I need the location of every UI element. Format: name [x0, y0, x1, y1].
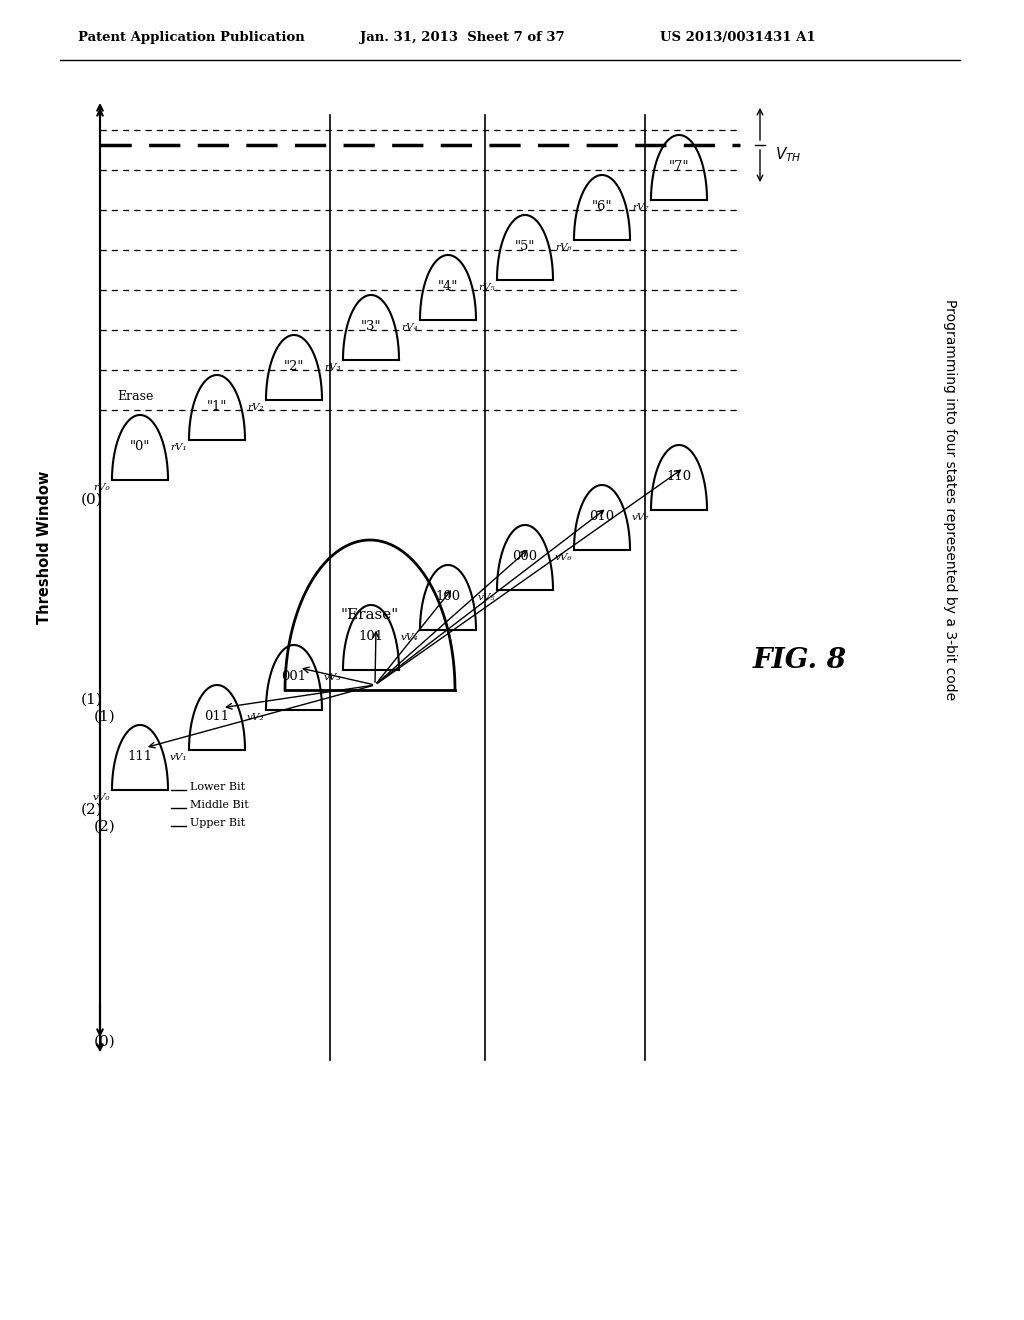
Text: rV₂: rV₂ [248, 403, 264, 412]
Text: "0": "0" [130, 440, 151, 453]
Text: vV₆: vV₆ [555, 553, 572, 562]
Text: 001: 001 [282, 669, 306, 682]
Text: "6": "6" [592, 199, 612, 213]
Text: "4": "4" [438, 280, 458, 293]
Text: 010: 010 [590, 510, 614, 523]
Text: (2): (2) [94, 820, 116, 834]
Text: (0): (0) [81, 492, 102, 507]
Text: rV₆: rV₆ [555, 243, 572, 252]
Text: "7": "7" [669, 160, 689, 173]
Text: Middle Bit: Middle Bit [190, 800, 249, 810]
Text: vV₃: vV₃ [324, 673, 341, 682]
Text: vV₂: vV₂ [247, 713, 264, 722]
Text: vV₇: vV₇ [632, 513, 649, 521]
Text: "3": "3" [360, 319, 381, 333]
Text: vV₅: vV₅ [477, 593, 495, 602]
Text: Patent Application Publication: Patent Application Publication [78, 32, 305, 45]
Text: rV₄: rV₄ [401, 323, 418, 333]
Text: 101: 101 [358, 630, 384, 643]
Text: Jan. 31, 2013  Sheet 7 of 37: Jan. 31, 2013 Sheet 7 of 37 [360, 32, 564, 45]
Text: rV₇: rV₇ [633, 203, 649, 213]
Text: Erase: Erase [117, 389, 154, 403]
Text: US 2013/0031431 A1: US 2013/0031431 A1 [660, 32, 816, 45]
Text: "5": "5" [515, 240, 536, 252]
Text: rV₁: rV₁ [170, 444, 187, 451]
Text: vV₁: vV₁ [170, 752, 187, 762]
Text: Threshold Window: Threshold Window [38, 471, 52, 624]
Text: (1): (1) [81, 693, 102, 708]
Text: (2): (2) [81, 803, 102, 817]
Text: (1): (1) [94, 710, 116, 723]
Text: rV₃: rV₃ [325, 363, 341, 372]
Text: (0): (0) [94, 1035, 116, 1049]
Text: Programming into four states represented by a 3-bit code: Programming into four states represented… [943, 300, 957, 701]
Text: $V_{TH}$: $V_{TH}$ [775, 145, 802, 165]
Text: Lower Bit: Lower Bit [190, 781, 245, 792]
Text: vV₀: vV₀ [92, 793, 110, 803]
Text: 100: 100 [435, 590, 461, 603]
Text: "1": "1" [207, 400, 227, 413]
Text: 111: 111 [127, 750, 153, 763]
Text: vV₄: vV₄ [400, 634, 418, 642]
Text: 110: 110 [667, 470, 691, 483]
Text: Upper Bit: Upper Bit [190, 818, 245, 828]
Text: 000: 000 [512, 549, 538, 562]
Text: 011: 011 [205, 710, 229, 723]
Text: "Erase": "Erase" [341, 609, 399, 622]
Text: FIG. 8: FIG. 8 [753, 647, 847, 673]
Text: "2": "2" [284, 360, 304, 372]
Text: rV₀: rV₀ [93, 483, 110, 492]
Text: rV₅: rV₅ [478, 282, 495, 292]
